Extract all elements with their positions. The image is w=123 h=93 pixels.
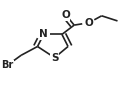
Text: S: S	[51, 53, 58, 63]
Text: O: O	[84, 18, 93, 28]
Text: Br: Br	[1, 60, 14, 70]
Text: O: O	[61, 10, 70, 20]
Text: N: N	[39, 29, 48, 39]
